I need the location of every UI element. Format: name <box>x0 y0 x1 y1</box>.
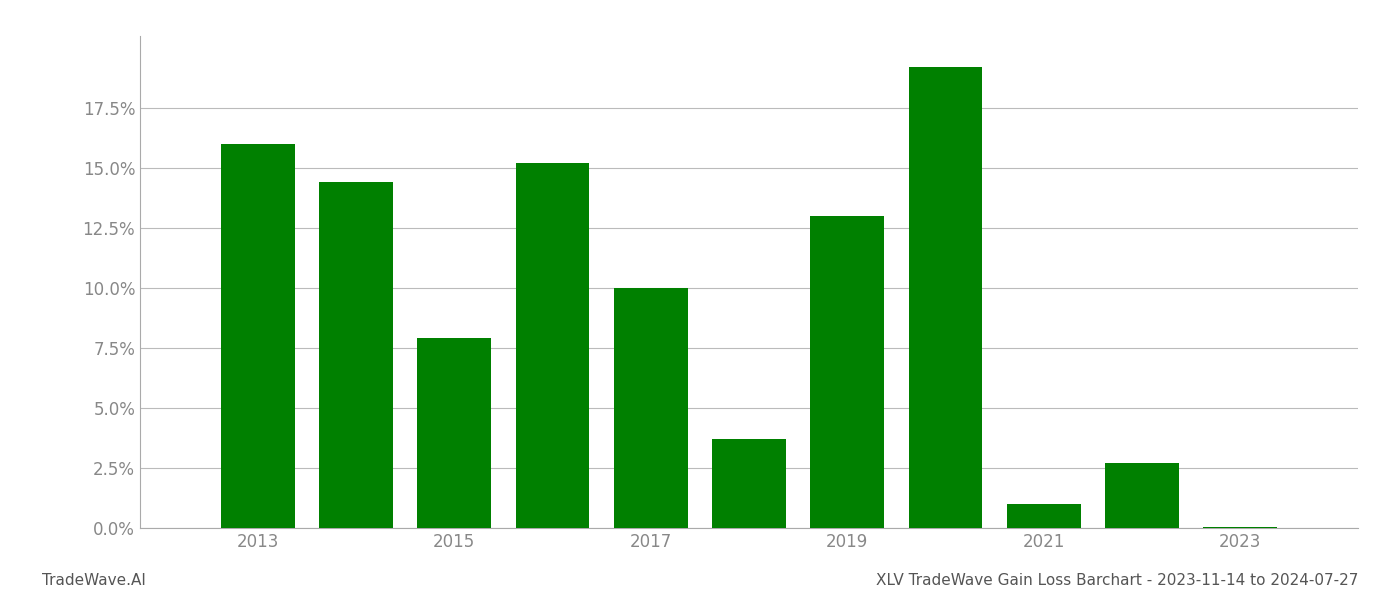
Bar <box>319 182 393 528</box>
Bar <box>1105 463 1179 528</box>
Text: TradeWave.AI: TradeWave.AI <box>42 573 146 588</box>
Bar <box>515 163 589 528</box>
Bar <box>811 216 883 528</box>
Bar <box>1203 527 1277 528</box>
Bar <box>1007 504 1081 528</box>
Bar <box>615 288 687 528</box>
Text: XLV TradeWave Gain Loss Barchart - 2023-11-14 to 2024-07-27: XLV TradeWave Gain Loss Barchart - 2023-… <box>875 573 1358 588</box>
Bar <box>221 144 295 528</box>
Bar <box>417 338 491 528</box>
Bar <box>909 67 983 528</box>
Bar <box>713 439 785 528</box>
